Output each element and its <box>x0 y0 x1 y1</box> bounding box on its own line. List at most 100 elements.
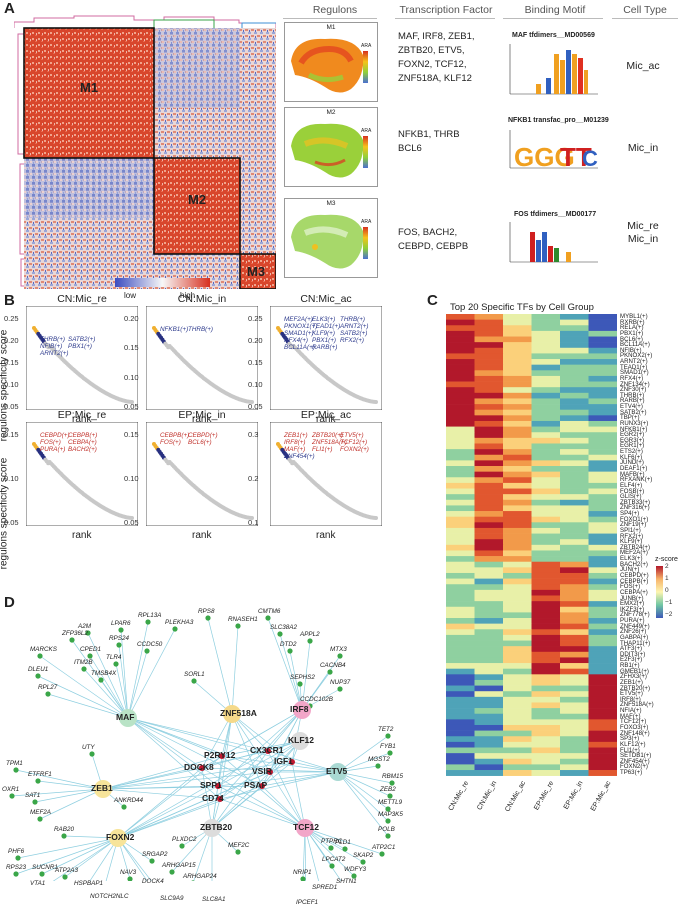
heatmap-row-label: JUNB(+) <box>620 594 644 602</box>
heatmap-cell <box>560 511 589 517</box>
panel-c-letter: C <box>427 292 438 309</box>
heatmap-cell <box>474 527 504 534</box>
heatmap-cell <box>560 651 589 658</box>
regulon-label: CEBPD(+) <box>188 432 218 439</box>
heatmap-cell <box>560 482 589 489</box>
heatmap-cell <box>560 477 589 484</box>
heatmap-row-label: THRB(+) <box>620 391 645 399</box>
heatmap-row-label: PURA(+) <box>620 617 645 625</box>
heatmap-cell <box>474 561 504 568</box>
heatmap-cell <box>588 629 617 636</box>
heatmap-cell <box>474 370 504 377</box>
heatmap-cell <box>588 533 617 540</box>
heatmap-cell <box>560 589 589 596</box>
network-edge <box>171 827 213 873</box>
heatmap-cell <box>503 612 532 619</box>
heatmap-cell <box>560 640 589 647</box>
gene-label: SLC38A2 <box>270 624 297 631</box>
gene-label: PLD1 <box>335 839 351 846</box>
heatmap-cell <box>446 516 475 523</box>
rank-plot-title: EP:Mic_re <box>57 409 107 421</box>
heatmap-cell <box>560 634 589 641</box>
heatmap-cell <box>503 713 532 720</box>
heatmap-cell <box>560 595 589 602</box>
gene-node <box>387 750 393 756</box>
network-edge <box>291 761 306 829</box>
heatmap-row-label: JUND(+) <box>620 459 644 467</box>
motif-svg-3 <box>509 222 598 263</box>
regulon-label: KLF9(+) <box>312 330 335 337</box>
y-tick: 0.10 <box>4 474 19 483</box>
heatmap-cell <box>560 736 589 743</box>
hub-node <box>329 763 347 781</box>
network-edge <box>127 717 223 757</box>
heatmap-cell <box>503 415 532 422</box>
center-gene-label: CX3CR1 <box>250 745 284 755</box>
heatmap-row-label: MEF2A(+) <box>620 549 648 557</box>
heatmap-cell <box>531 753 561 760</box>
heatmap-cell <box>474 314 504 320</box>
heatmap-cell <box>531 674 561 681</box>
heatmap-row-label: PKNOX2(+) <box>620 352 653 360</box>
gene-label: SRGAP2 <box>142 851 168 858</box>
heatmap-cell <box>588 663 617 669</box>
heatmap-cell <box>588 708 617 715</box>
heatmap-cell <box>560 702 589 709</box>
regulon-label: NFKB1(+) <box>160 326 189 333</box>
heatmap-cell <box>588 494 617 501</box>
heatmap-cell <box>560 370 589 377</box>
heatmap-cell <box>503 691 532 698</box>
heatmap-cell <box>588 420 617 427</box>
heatmap-cell <box>503 347 532 354</box>
hub-node <box>223 705 241 723</box>
gene-node <box>13 767 19 773</box>
heatmap-cell <box>446 595 475 602</box>
heatmap-cell <box>560 415 589 422</box>
heatmap-cell <box>531 347 561 354</box>
heatmap-cell <box>560 375 589 382</box>
hub-label: FOXN2 <box>106 832 135 842</box>
heatmap-cell <box>588 753 617 760</box>
heatmap-cell <box>474 544 504 551</box>
heatmap-cell <box>503 629 532 636</box>
heatmap-row-label: ARNT2(+) <box>620 358 648 366</box>
heatmap-cell <box>588 539 617 546</box>
heatmap-cell <box>446 420 475 427</box>
heatmap-cell <box>531 404 561 411</box>
y-tick: 0.15 <box>124 343 139 353</box>
gene-label: TET2 <box>378 726 394 733</box>
heatmap-cell <box>531 466 561 472</box>
heatmap-cell <box>474 567 504 574</box>
heatmap-cell <box>503 606 532 613</box>
regulon-label: PBX1(+) <box>68 343 92 350</box>
heatmap-cell <box>474 342 504 349</box>
heatmap-cell <box>560 623 589 630</box>
header-cell-type: Cell Type <box>623 4 667 16</box>
regulon-label: RFX2(+) <box>340 337 364 344</box>
regulon-label: FOXN2(+) <box>340 446 369 453</box>
gene-node <box>329 863 335 869</box>
heatmap-cell <box>503 375 532 382</box>
heatmap-cell <box>503 381 532 388</box>
gene-node <box>69 637 75 643</box>
heatmap-cell <box>503 544 532 551</box>
heatmap-row-label: RUNX3(+) <box>620 419 649 427</box>
network-edge <box>37 675 129 719</box>
module-m1-label: M1 <box>80 80 99 95</box>
header-transcription-factor: Transcription Factor <box>399 4 493 16</box>
heatmap-cell <box>588 770 617 776</box>
rank-point <box>374 516 378 520</box>
heatmap-row-label: MAF(+) <box>620 712 641 720</box>
heatmap-cell <box>446 612 475 619</box>
heatmap-cell <box>446 494 475 501</box>
center-node <box>289 759 295 765</box>
heatmap-cell <box>474 606 504 613</box>
heatmap-cell <box>560 392 589 399</box>
heatmap-cell <box>474 533 504 540</box>
heatmap-row-label: RFX2(+) <box>620 532 644 540</box>
rank-plot-svg <box>269 421 383 527</box>
network-edge <box>279 633 303 711</box>
heatmap-cell <box>503 359 532 365</box>
gene-label: SUCNR1 <box>32 864 58 871</box>
heatmap-row-label: ZNF454(+) <box>620 757 650 765</box>
